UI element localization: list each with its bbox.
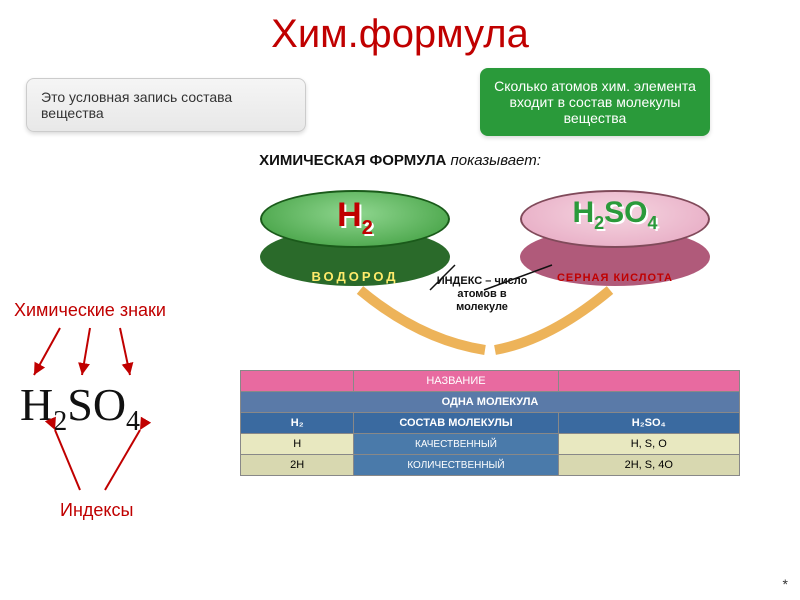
cell-qual-left: H bbox=[241, 434, 354, 455]
disc-sulfuric-acid: H2SO4 СЕРНАЯ КИСЛОТА bbox=[520, 228, 710, 286]
formula-sub4: 4 bbox=[126, 406, 140, 437]
cell-qual-right: H, S, O bbox=[558, 434, 739, 455]
disc-hydrogen-formula: H2 bbox=[260, 196, 450, 240]
subtitle-bold: ХИМИЧЕСКАЯ ФОРМУЛА bbox=[259, 152, 446, 169]
formula-sub2: 2 bbox=[53, 406, 67, 437]
th-name: НАЗВАНИЕ bbox=[354, 371, 558, 392]
definition-box: Это условная запись состава вещества bbox=[26, 78, 306, 132]
cell-quant-right: 2H, S, 4O bbox=[558, 455, 739, 476]
disc-hydrogen: H2 ВОДОРОД bbox=[260, 228, 450, 286]
cell-comp-mid: СОСТАВ МОЛЕКУЛЫ bbox=[354, 413, 558, 434]
subtitle: ХИМИЧЕСКАЯ ФОРМУЛА показывает: bbox=[0, 152, 800, 169]
atoms-count-box: Сколько атомов хим. элемента входит в со… bbox=[480, 68, 710, 136]
formula-h2so4: H2SO4 bbox=[20, 378, 140, 438]
cell-comp-left: H₂ bbox=[241, 413, 354, 434]
composition-table: НАЗВАНИЕ ОДНА МОЛЕКУЛА H₂ СОСТАВ МОЛЕКУЛ… bbox=[240, 370, 740, 476]
label-chemical-signs: Химические знаки bbox=[14, 300, 166, 321]
formula-h: H bbox=[20, 379, 53, 430]
index-definition: ИНДЕКС – число атомов в молекуле bbox=[432, 275, 532, 315]
subtitle-rest: показывает: bbox=[446, 152, 541, 169]
formula-so: SO bbox=[67, 379, 126, 430]
cell-comp-right: H₂SO₄ bbox=[558, 413, 739, 434]
th-one-molecule: ОДНА МОЛЕКУЛА bbox=[241, 392, 740, 413]
disc-hydrogen-name: ВОДОРОД bbox=[260, 269, 450, 284]
cell-quant-mid: КОЛИЧЕСТВЕННЫЙ bbox=[354, 455, 558, 476]
footnote-asterisk: * bbox=[783, 576, 788, 592]
disc-h2so4-formula: H2SO4 bbox=[520, 196, 710, 234]
page-title: Хим.формула bbox=[0, 0, 800, 57]
cell-qual-mid: КАЧЕСТВЕННЫЙ bbox=[354, 434, 558, 455]
label-indexes: Индексы bbox=[60, 500, 133, 521]
cell-quant-left: 2H bbox=[241, 455, 354, 476]
disc-h2so4-name: СЕРНАЯ КИСЛОТА bbox=[520, 272, 710, 284]
